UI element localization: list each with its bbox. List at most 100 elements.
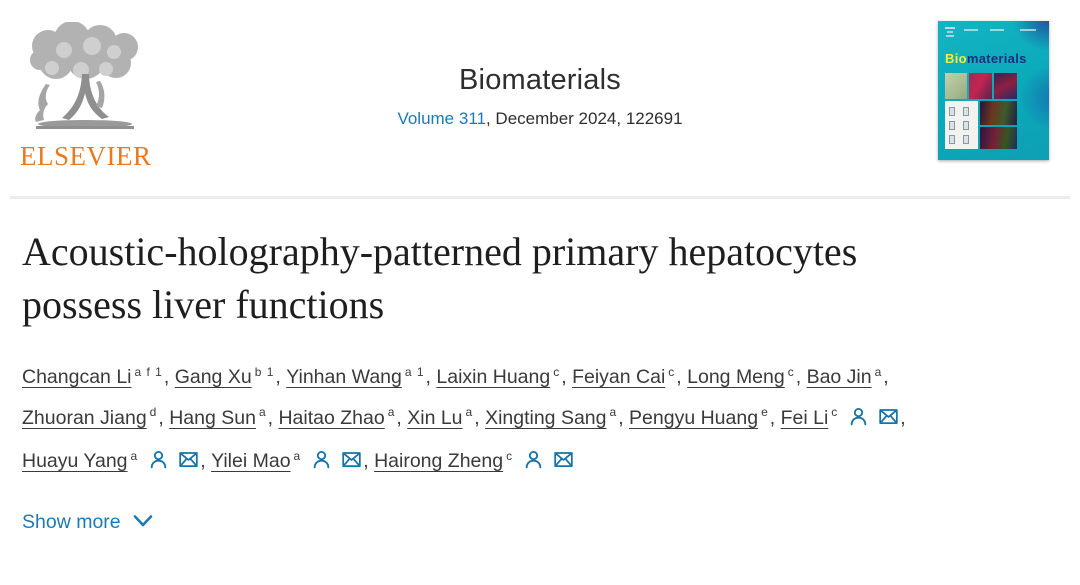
cover-mini-logo-icon: [945, 27, 955, 40]
author-affiliation-sup: c: [787, 364, 795, 379]
author-separator: ,: [396, 406, 408, 429]
author-affiliation-sup: a: [258, 405, 267, 420]
author-link[interactable]: Fei Li: [780, 406, 829, 429]
volume-link[interactable]: Volume 311: [397, 109, 486, 128]
author-separator: ,: [163, 366, 175, 389]
journal-title: Biomaterials: [459, 64, 621, 96]
cover-figure-tile: [994, 73, 1017, 99]
author-separator: ,: [267, 406, 279, 429]
author-item: Huayu Yang a,: [22, 448, 212, 473]
author-separator: ,: [158, 406, 170, 429]
author-link[interactable]: Zhuoran Jiang: [22, 406, 147, 429]
author-affiliation-sup: a: [387, 405, 396, 420]
person-icon[interactable]: [848, 401, 869, 426]
cover-brand-title: Biomaterials: [945, 51, 1027, 66]
author-link[interactable]: Hairong Zheng: [374, 450, 504, 473]
author-item: Xin Lu a,: [407, 405, 485, 429]
author-item: Laixin Huang c,: [436, 364, 573, 389]
author-item: Yilei Mao a,: [211, 448, 374, 473]
person-icon[interactable]: [311, 444, 332, 469]
author-contact-icons: [848, 401, 899, 442]
elsevier-tree-icon: [26, 21, 144, 138]
envelope-icon[interactable]: [341, 444, 362, 468]
author-separator: ,: [900, 406, 906, 429]
author-item: Long Meng c,: [687, 364, 807, 389]
cover-header-line: [964, 29, 978, 31]
cover-header-line: [1020, 29, 1036, 31]
author-link[interactable]: Laixin Huang: [436, 366, 551, 389]
author-item: Zhuoran Jiang d,: [22, 405, 170, 429]
author-link[interactable]: Pengyu Huang: [629, 406, 759, 429]
author-affiliation-sup: a 1: [404, 364, 425, 379]
elsevier-wordmark: ELSEVIER: [20, 141, 152, 171]
cover-figure-tile: [969, 73, 992, 99]
author-item: Gang Xu b 1,: [174, 364, 287, 389]
person-icon[interactable]: [148, 444, 169, 469]
author-affiliation-sup: c: [553, 364, 561, 379]
author-link[interactable]: Haitao Zhao: [278, 406, 385, 429]
journal-banner: ELSEVIER Biomaterials Volume 311, Decemb…: [0, 0, 1080, 196]
author-affiliation-sup: a: [130, 448, 139, 463]
author-affiliation-sup: c: [831, 405, 839, 420]
author-item: Haitao Zhao a,: [278, 405, 408, 429]
author-affiliation-sup: e: [761, 405, 769, 420]
author-link[interactable]: Xin Lu: [407, 406, 463, 429]
person-icon[interactable]: [523, 444, 544, 469]
envelope-icon[interactable]: [878, 401, 899, 424]
author-contact-icons: [311, 444, 362, 485]
author-separator: ,: [769, 406, 781, 429]
author-affiliation-sup: c: [668, 364, 676, 379]
author-separator: ,: [561, 366, 573, 389]
cover-figure-tile: [980, 101, 1017, 125]
chevron-down-icon: [133, 511, 153, 534]
author-separator: ,: [618, 406, 630, 429]
author-separator: ,: [676, 366, 688, 389]
cover-figure-tile: [945, 101, 978, 149]
author-separator: ,: [200, 450, 212, 473]
author-link[interactable]: Gang Xu: [174, 366, 252, 389]
elsevier-logo[interactable]: ELSEVIER: [20, 21, 152, 172]
author-item: Yinhan Wang a 1,: [286, 364, 437, 389]
author-link[interactable]: Hang Sun: [169, 406, 256, 429]
author-affiliation-sup: a: [465, 405, 474, 420]
author-link[interactable]: Feiyan Cai: [572, 366, 666, 389]
author-item: Bao Jin a,: [806, 364, 889, 389]
volume-line: Volume 311, December 2024, 122691: [397, 109, 682, 129]
author-item: Fei Li c,: [780, 405, 906, 429]
author-link[interactable]: Yilei Mao: [211, 450, 291, 473]
article-title: Acoustic-holography-patterned primary he…: [22, 229, 858, 328]
author-list: Changcan Li a f 1, Gang Xu b 1, Yinhan Wan…: [22, 357, 1036, 485]
author-link[interactable]: Huayu Yang: [22, 450, 128, 473]
author-contact-icons: [523, 444, 574, 485]
show-more-label: Show more: [22, 511, 121, 534]
cover-figure-collage: [945, 73, 1017, 149]
cover-header-line: [990, 29, 1004, 31]
envelope-icon[interactable]: [553, 444, 574, 468]
author-item: Pengyu Huang e,: [629, 405, 781, 429]
author-item: Changcan Li a f 1,: [22, 364, 175, 389]
author-separator: ,: [795, 366, 807, 389]
author-affiliation-sup: d: [149, 405, 158, 420]
author-link[interactable]: Bao Jin: [806, 366, 872, 389]
show-more-button[interactable]: Show more: [22, 511, 153, 534]
issue-info: , December 2024, 122691: [485, 109, 683, 128]
envelope-icon[interactable]: [178, 444, 199, 468]
author-link[interactable]: Long Meng: [687, 366, 785, 389]
article-head: Acoustic-holography-patterned primary he…: [0, 225, 1080, 485]
journal-cover-thumbnail[interactable]: Biomaterials: [938, 21, 1049, 160]
author-item: Hairong Zheng c: [374, 450, 574, 472]
author-affiliation-sup: b 1: [254, 364, 275, 379]
author-item: Hang Sun a,: [169, 405, 279, 429]
author-affiliation-sup: a f 1: [134, 364, 163, 379]
author-affiliation-sup: a: [609, 405, 618, 420]
author-link[interactable]: Xingting Sang: [485, 406, 607, 429]
author-link[interactable]: Changcan Li: [22, 366, 132, 389]
author-affiliation-sup: c: [506, 448, 514, 463]
author-separator: ,: [425, 366, 437, 389]
author-affiliation-sup: a: [293, 448, 302, 463]
author-separator: ,: [883, 366, 889, 389]
author-item: Feiyan Cai c,: [572, 364, 688, 389]
author-affiliation-sup: a: [874, 364, 883, 379]
cover-figure-tile: [980, 127, 1017, 149]
author-link[interactable]: Yinhan Wang: [286, 366, 402, 389]
